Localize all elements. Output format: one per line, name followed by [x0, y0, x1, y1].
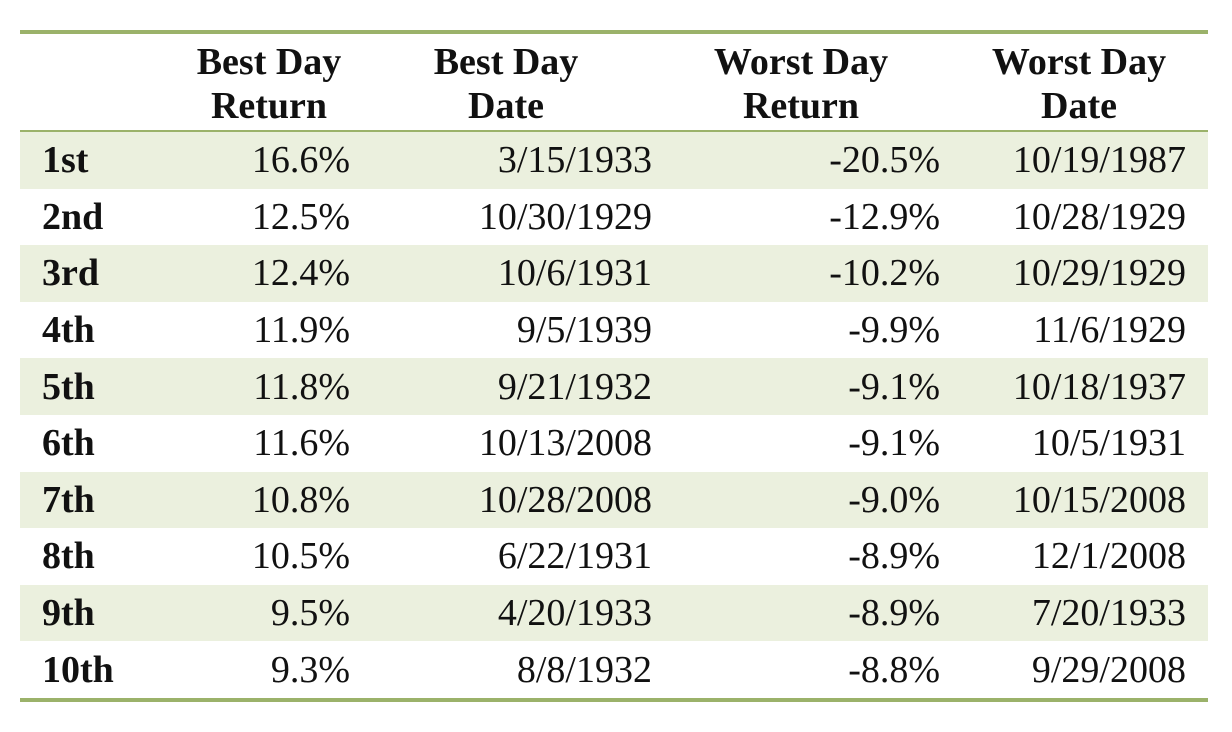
- worst-return-cell: -8.8%: [848, 648, 940, 691]
- data-table: Best Day Return Best Day Date Worst Day …: [20, 34, 1208, 698]
- table-row: 5th 11.8% 9/21/1932 -9.1% 10/18/1937: [20, 358, 1208, 415]
- rank-cell: 6th: [42, 422, 95, 465]
- header-line: Worst Day: [713, 41, 889, 83]
- rank-cell: 8th: [42, 535, 95, 578]
- worst-date-cell: 11/6/1929: [1033, 309, 1186, 352]
- table-row: 7th 10.8% 10/28/2008 -9.0% 10/15/2008: [20, 471, 1208, 529]
- table-row: 3rd 12.4% 10/6/1931 -10.2% 10/29/1929: [20, 245, 1208, 302]
- rank-cell: 2nd: [42, 195, 104, 238]
- worst-return-cell: -8.9%: [848, 535, 940, 578]
- header-line: Date: [1041, 85, 1117, 127]
- best-return-cell: 9.3%: [270, 648, 350, 691]
- table-body: 1st 16.6% 3/15/1933 -20.5% 10/19/1987 2nd 12.5…: [20, 131, 1208, 698]
- rank-cell: 9th: [20, 584, 148, 642]
- worst-date-cell: 10/19/1987: [940, 131, 1208, 189]
- worst-return-cell: -12.9%: [829, 195, 940, 238]
- rank-cell: 7th: [20, 471, 148, 529]
- rank-cell: 3rd: [20, 245, 148, 302]
- best-return-cell: 10.8%: [148, 471, 350, 529]
- rank-cell: 4th: [42, 309, 95, 352]
- header-row: Best Day Return Best Day Date Worst Day …: [20, 34, 1208, 132]
- worst-return-cell: -9.0%: [652, 471, 940, 529]
- table-row: 4th 11.9% 9/5/1939 -9.9% 11/6/1929: [20, 302, 1208, 359]
- worst-return-cell: -9.1%: [652, 358, 940, 415]
- worst-date-cell: 12/1/2008: [1031, 535, 1186, 578]
- header-best-day-return: Best Day Return: [148, 34, 350, 132]
- best-date-cell: 10/30/1929: [478, 195, 652, 238]
- worst-date-cell: 10/28/1929: [1012, 195, 1186, 238]
- worst-date-cell: 10/18/1937: [940, 358, 1208, 415]
- worst-date-cell: 10/29/1929: [940, 245, 1208, 302]
- best-date-cell: 6/22/1931: [497, 535, 652, 578]
- table-row: 1st 16.6% 3/15/1933 -20.5% 10/19/1987: [20, 131, 1208, 189]
- worst-return-cell: -9.1%: [848, 422, 940, 465]
- best-date-cell: 10/28/2008: [350, 471, 652, 529]
- worst-return-cell: -10.2%: [652, 245, 940, 302]
- rank-cell: 5th: [20, 358, 148, 415]
- best-date-cell: 3/15/1933: [350, 131, 652, 189]
- table-row: 10th 9.3% 8/8/1932 -8.8% 9/29/2008: [20, 641, 1208, 698]
- header-line: Best Day: [196, 41, 342, 83]
- best-date-cell: 9/5/1939: [516, 309, 652, 352]
- best-worst-days-table: Best Day Return Best Day Date Worst Day …: [20, 30, 1208, 702]
- rank-cell: 10th: [42, 648, 114, 691]
- header-line: Best Day: [433, 41, 579, 83]
- best-return-cell: 11.9%: [253, 309, 350, 352]
- table-row: 2nd 12.5% 10/30/1929 -12.9% 10/28/1929: [20, 189, 1208, 246]
- worst-date-cell: 10/5/1931: [1031, 422, 1186, 465]
- best-return-cell: 9.5%: [148, 584, 350, 642]
- bottom-rule: [20, 697, 1208, 702]
- best-date-cell: 10/13/2008: [478, 422, 652, 465]
- best-date-cell: 8/8/1932: [516, 648, 652, 691]
- worst-return-cell: -20.5%: [652, 131, 940, 189]
- rank-cell: 1st: [20, 131, 148, 189]
- worst-return-cell: -9.9%: [848, 309, 940, 352]
- best-date-cell: 4/20/1933: [350, 584, 652, 642]
- best-return-cell: 12.5%: [251, 195, 350, 238]
- best-date-cell: 10/6/1931: [350, 245, 652, 302]
- header-line: Return: [742, 85, 860, 127]
- best-return-cell: 12.4%: [148, 245, 350, 302]
- header-worst-day-return: Worst Day Return: [652, 34, 940, 132]
- best-return-cell: 11.8%: [148, 358, 350, 415]
- header-line: Date: [468, 85, 544, 127]
- best-return-cell: 16.6%: [148, 131, 350, 189]
- header-line: Worst Day: [991, 41, 1167, 83]
- table-row: 9th 9.5% 4/20/1933 -8.9% 7/20/1933: [20, 584, 1208, 642]
- table-row: 8th 10.5% 6/22/1931 -8.9% 12/1/2008: [20, 528, 1208, 585]
- worst-date-cell: 7/20/1933: [940, 584, 1208, 642]
- header-best-day-date: Best Day Date: [350, 34, 652, 132]
- best-return-cell: 11.6%: [253, 422, 350, 465]
- header-worst-day-date: Worst Day Date: [940, 34, 1208, 132]
- best-return-cell: 10.5%: [251, 535, 350, 578]
- table-row: 6th 11.6% 10/13/2008 -9.1% 10/5/1931: [20, 415, 1208, 472]
- header-line: Return: [210, 85, 328, 127]
- worst-return-cell: -8.9%: [652, 584, 940, 642]
- header-rank: [20, 34, 148, 132]
- worst-date-cell: 10/15/2008: [940, 471, 1208, 529]
- top-rule: [20, 30, 1208, 34]
- worst-date-cell: 9/29/2008: [1031, 648, 1186, 691]
- best-date-cell: 9/21/1932: [350, 358, 652, 415]
